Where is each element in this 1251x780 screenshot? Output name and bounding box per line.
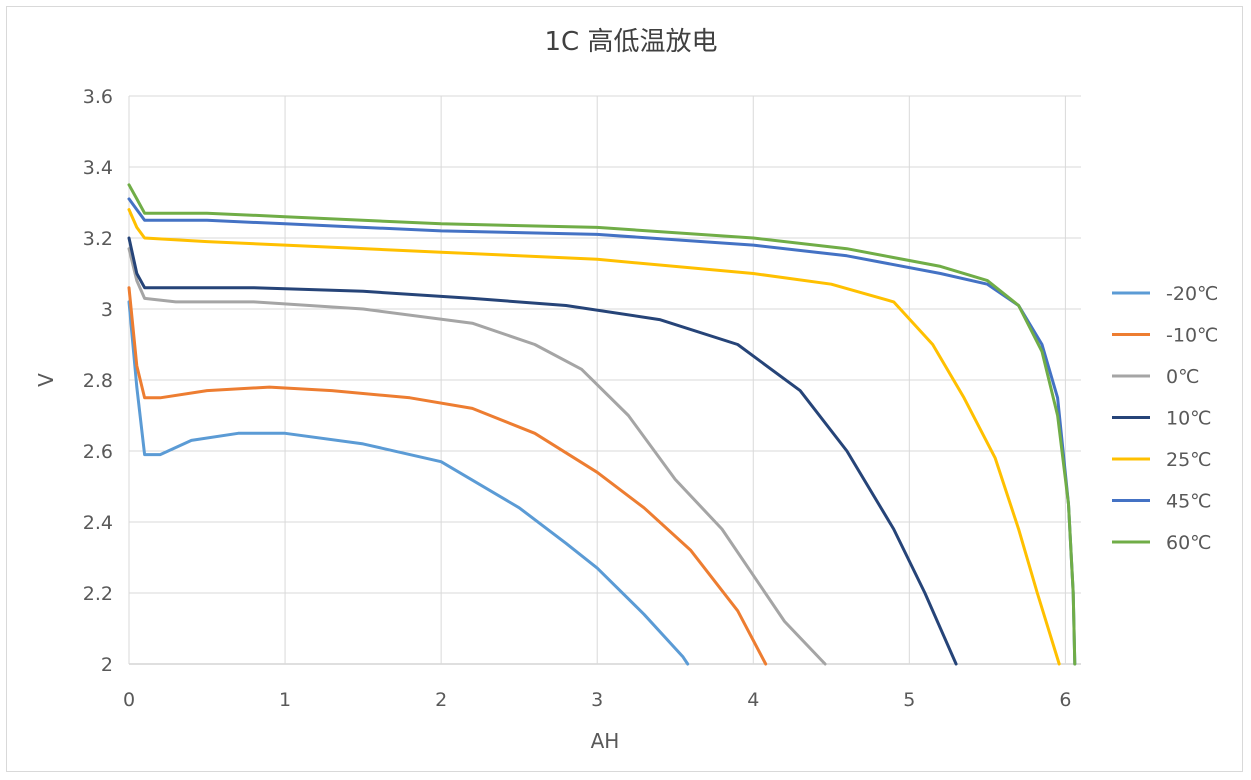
legend-label-1: -10℃ [1166, 325, 1218, 347]
series-line-3 [127, 236, 958, 666]
chart-title: 1C 高低温放电 [545, 27, 718, 57]
series-line-5 [127, 197, 1077, 666]
y-tick-label: 2.6 [83, 441, 113, 463]
legend-label-3: 10℃ [1166, 408, 1212, 430]
y-tick-label: 3.2 [83, 228, 113, 250]
series-line-2 [127, 247, 827, 666]
x-tick-label: 4 [747, 689, 759, 711]
y-tick-label: 2.8 [83, 370, 113, 392]
legend: -20℃ -10℃ 0℃ 10℃ 25℃ 45℃ 60℃ [1112, 283, 1218, 554]
legend-label-0: -20℃ [1166, 283, 1218, 305]
y-axis-label: V [34, 373, 58, 387]
legend-label-4: 25℃ [1166, 449, 1212, 471]
series-line-1 [127, 286, 768, 666]
y-tick-label: 3.6 [83, 86, 113, 108]
y-tick-label: 3.4 [83, 157, 113, 179]
x-tick-label: 3 [591, 689, 603, 711]
series-line-6 [127, 183, 1077, 666]
series-line-0 [127, 300, 690, 666]
series-lines [127, 183, 1077, 666]
series-line-4 [127, 208, 1061, 666]
x-tick-label: 0 [123, 689, 135, 711]
y-tick-label: 3 [101, 299, 113, 321]
y-tick-label: 2 [101, 654, 113, 676]
x-tick-label: 2 [435, 689, 447, 711]
grid [128, 95, 1081, 665]
x-tick-label: 5 [903, 689, 915, 711]
y-tick-label: 2.2 [83, 583, 113, 605]
legend-label-6: 60℃ [1166, 532, 1212, 554]
x-axis-ticks: 0 1 2 3 4 5 6 [123, 689, 1071, 711]
x-axis-label: AH [591, 729, 620, 753]
legend-label-5: 45℃ [1166, 491, 1212, 513]
x-tick-label: 6 [1059, 689, 1071, 711]
legend-label-2: 0℃ [1166, 366, 1199, 388]
x-tick-label: 1 [279, 689, 291, 711]
y-axis-ticks: 2 2.2 2.4 2.6 2.8 3 3.2 3.4 3.6 [83, 86, 113, 676]
y-tick-label: 2.4 [83, 512, 113, 534]
